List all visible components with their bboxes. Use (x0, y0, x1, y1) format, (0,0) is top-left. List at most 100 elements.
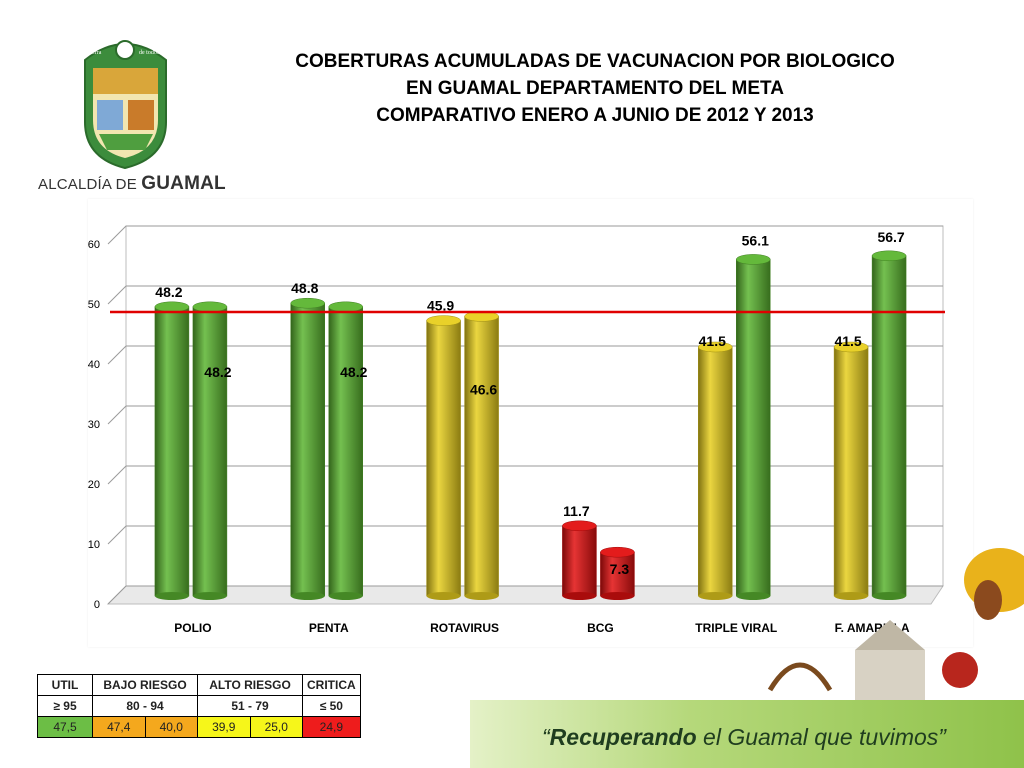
bar-top (154, 301, 190, 313)
slogan-bold: Recuperando (549, 724, 697, 750)
seal-right-text: de todos (139, 50, 160, 56)
slogan-open-quote: “ (542, 724, 550, 750)
bar-base (562, 592, 597, 600)
gridline-side (107, 525, 127, 545)
bar-2013-1 (328, 306, 363, 597)
y-tick-label: 40 (88, 359, 100, 371)
bar-base (426, 592, 461, 600)
gridline-side (107, 465, 127, 485)
harp-icon (767, 662, 833, 692)
y-tick-label: 10 (88, 539, 100, 551)
bar-2012-4 (698, 346, 733, 597)
decorative-illustration (767, 548, 1024, 710)
gridline-side (107, 345, 127, 365)
coffee-icon (942, 652, 978, 688)
legend-value-cell: 40,0 (144, 716, 198, 738)
y-tick-label: 0 (94, 599, 100, 611)
x-category-label: POLIO (174, 621, 211, 635)
legend-range-util: ≥ 95 (37, 695, 93, 717)
bar-base (600, 592, 635, 600)
slogan-rest: el Guamal que tuvimos” (696, 724, 946, 750)
data-label: 41.5 (834, 333, 861, 349)
x-category-label: BCG (587, 621, 614, 635)
gridline-side (107, 405, 127, 425)
alcaldia-logo: GUAMAL Tierra de todos ALCALDÍA DE GUAMA… (38, 30, 226, 195)
x-category-label: PENTA (309, 621, 349, 635)
seal-left-text: Tierra (87, 50, 102, 56)
seal-top-text: GUAMAL (110, 34, 141, 42)
coat-of-arms-icon: GUAMAL Tierra de todos (84, 34, 167, 170)
gridline-side (107, 225, 127, 245)
footer-banner: “Recuperando el Guamal que tuvimos” (470, 700, 1024, 768)
bar-top (328, 301, 363, 313)
legend-range-row: ≥ 95 80 - 94 51 - 79 ≤ 50 (37, 695, 361, 717)
bar-top (698, 341, 733, 353)
data-label: 11.7 (563, 503, 590, 519)
bar-2012-0 (154, 306, 190, 597)
bar-top (562, 520, 597, 532)
data-label: 56.1 (742, 232, 769, 248)
x-category-label: TRIPLE VIRAL (695, 621, 777, 635)
legend-header-alto: ALTO RIESGO (197, 674, 303, 696)
bar-base (698, 592, 733, 600)
legend-header-row: UTIL BAJO RIESGO ALTO RIESGO CRITICA (37, 674, 361, 696)
bar-base (192, 592, 227, 600)
title-line-1: COBERTURAS ACUMULADAS DE VACUNACION POR … (295, 51, 895, 72)
legend-value-cell: 47,4 (92, 716, 146, 738)
legend-value-cell: 25,0 (249, 716, 303, 738)
y-tick-label: 60 (88, 239, 100, 251)
church-roof-icon (855, 620, 925, 650)
cacao-icon (974, 580, 1002, 620)
logo-caption-prefix: ALCALDÍA DE (38, 176, 142, 193)
legend-value-cell: 47,5 (37, 716, 93, 738)
legend-value-row: 47,5 47,4 40,0 39,9 25,0 24,9 (37, 716, 361, 738)
data-label: 56.7 (877, 229, 904, 245)
logo-caption-bold: GUAMAL (141, 173, 226, 194)
bar-top (736, 254, 771, 265)
data-label: 48.2 (340, 364, 367, 380)
data-label: 46.6 (470, 381, 497, 397)
logo-caption: ALCALDÍA DE GUAMAL (38, 173, 226, 195)
x-category-label: ROTAVIRUS (430, 621, 499, 635)
gridline-side (107, 585, 127, 605)
legend-range-bajo: 80 - 94 (92, 695, 198, 717)
legend-header-bajo: BAJO RIESGO (92, 674, 198, 696)
data-label: 48.2 (155, 284, 182, 300)
bar-top (833, 341, 869, 353)
bar-2012-3 (562, 525, 597, 597)
y-tick-label: 20 (88, 479, 100, 491)
legend-value-cell: 24,9 (302, 716, 361, 738)
bar-top (871, 250, 907, 262)
legend-range-alto: 51 - 79 (197, 695, 303, 717)
slide-title: COBERTURAS ACUMULADAS DE VACUNACION POR … (175, 48, 1015, 129)
chart-container: 0 10 20 30 40 50 60 48.2 48.2 POLIO 48.8 48.2 PENTA 4… (88, 199, 973, 647)
data-label: 7.3 (610, 561, 630, 577)
data-label: 45.9 (427, 298, 454, 314)
legend-header-critica: CRITICA (302, 674, 361, 696)
legend-value-cell: 39,9 (197, 716, 251, 738)
title-line-3: COMPARATIVO ENERO A JUNIO DE 2012 Y 2013 (376, 105, 814, 126)
bar-top (290, 297, 325, 309)
bar-top (426, 315, 461, 326)
bar-2013-0 (192, 306, 228, 597)
legend-range-critica: ≤ 50 (302, 695, 361, 717)
footer-slogan: “Recuperando el Guamal que tuvimos” (542, 724, 946, 751)
bar-2013-2 (464, 316, 499, 597)
bar-chart: 0 10 20 30 40 50 60 48.2 48.2 POLIO 48.8 48.2 PENTA 4… (88, 225, 945, 635)
bar-2012-1 (290, 302, 325, 597)
bar-base (290, 592, 325, 600)
gridline-side (107, 285, 127, 305)
y-tick-label: 30 (88, 419, 100, 431)
title-line-2: EN GUAMAL DEPARTAMENTO DEL META (406, 78, 784, 99)
bar-base (736, 592, 771, 600)
bar-2012-2 (426, 320, 461, 597)
legend-header-util: UTIL (37, 674, 93, 696)
data-label: 41.5 (699, 333, 726, 349)
bar-base (154, 592, 189, 600)
risk-legend-table: UTIL BAJO RIESGO ALTO RIESGO CRITICA ≥ 9… (37, 674, 361, 738)
bar-base (872, 592, 907, 600)
bar-top (192, 301, 228, 313)
bar-base (464, 592, 499, 600)
bar-base (834, 592, 869, 600)
data-label: 48.8 (291, 280, 318, 296)
